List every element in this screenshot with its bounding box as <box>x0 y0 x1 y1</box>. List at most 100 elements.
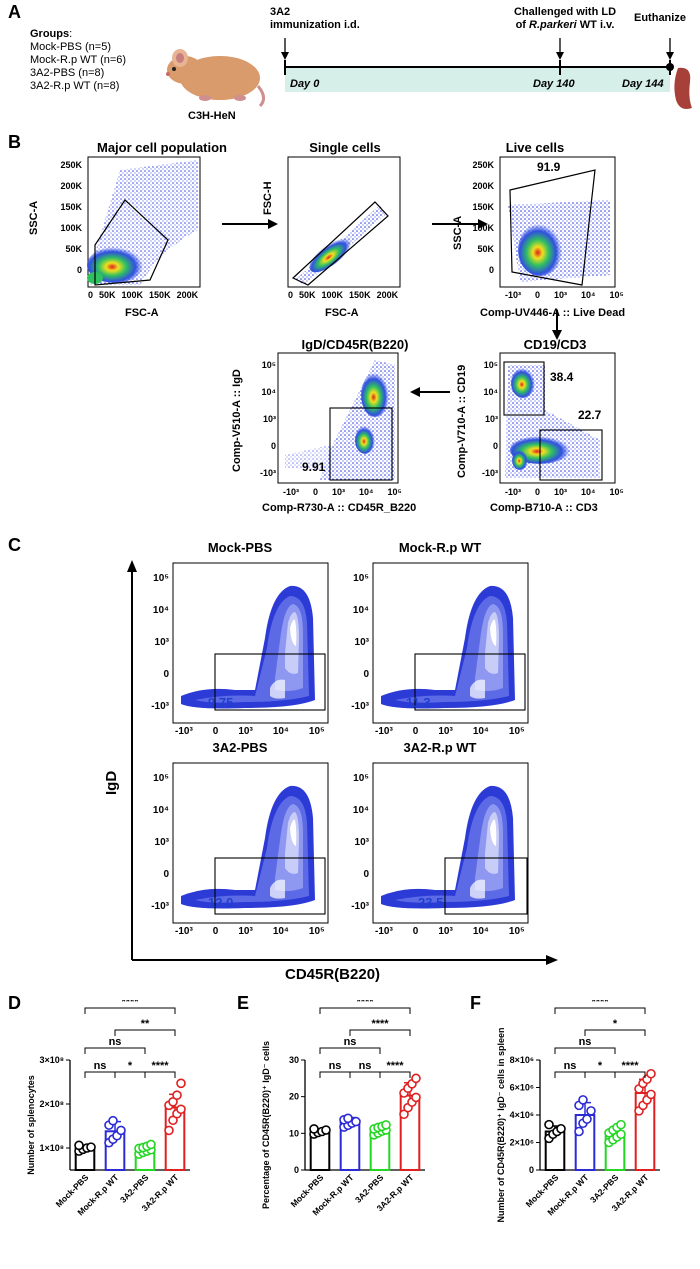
tick: -10³ <box>259 468 276 478</box>
tick: 100K <box>472 223 494 233</box>
panel-letter-b: B <box>8 132 21 152</box>
timeline <box>281 38 674 92</box>
tick: 10⁴ <box>152 805 169 816</box>
tick: 100K <box>321 290 344 300</box>
tick: 10³ <box>554 290 568 300</box>
c-plot-3a2-rp <box>372 762 529 924</box>
tick: 10⁴ <box>352 805 369 816</box>
sig-label: ns <box>94 1060 107 1072</box>
y-tick-label: 4×10⁶ <box>510 1110 534 1120</box>
plot-igd <box>277 352 399 484</box>
c-val-2: 11.3 <box>406 695 431 710</box>
tick: 10⁴ <box>472 926 489 937</box>
c-yticks-1: 10⁵ 10⁴ 10³ 0 -10³ <box>143 563 169 723</box>
y-tick-label: 10 <box>289 1128 299 1138</box>
cd19-gate-value: 38.4 <box>550 370 574 384</box>
fsc-label-single: FSC-A <box>325 307 359 319</box>
tick: 10³ <box>354 837 369 848</box>
sig-bracket <box>84 1007 176 1014</box>
c-val-1: 9.75 <box>208 695 234 710</box>
c-xticks-3: -10³ 0 10³ 10⁴ 10⁵ <box>175 926 325 937</box>
tick: 10⁵ <box>308 926 325 937</box>
tick: 200K <box>60 181 82 191</box>
tick: 0 <box>412 926 419 937</box>
sig-label: * <box>613 1018 618 1030</box>
tick: 150K <box>349 290 371 300</box>
sig-label: * <box>598 1060 603 1072</box>
sig-label: **** <box>591 1000 609 1008</box>
sig-label: ns <box>359 1060 372 1072</box>
c-val-3: 12.0 <box>208 895 234 910</box>
tick: 200K <box>176 290 199 300</box>
tick: 100K <box>60 223 82 233</box>
tick: 10⁵ <box>609 290 624 300</box>
igd-title: IgD/CD45R(B220) <box>301 337 409 352</box>
tick: 0 <box>212 926 219 937</box>
y-tick-label: 1×10⁸ <box>39 1143 64 1153</box>
sig-label: **** <box>356 1000 374 1008</box>
c-x-axis-label: CD45R(B220) <box>285 966 381 983</box>
flow-plots-b <box>87 156 616 484</box>
y-tick-label: 0 <box>294 1165 299 1175</box>
tick: 10⁴ <box>581 290 596 300</box>
panel-letter-a: A <box>8 2 21 22</box>
sig-bracket <box>554 1047 616 1054</box>
tick: 200K <box>472 181 494 191</box>
c-title-3: 3A2-PBS <box>212 740 268 755</box>
data-point <box>586 1106 596 1116</box>
igd-xticks: -10³ 0 10³ 10⁴ 10⁵ <box>283 487 402 497</box>
tick: -10³ <box>351 701 369 712</box>
data-point <box>176 1104 186 1115</box>
timeline-bar <box>285 67 670 92</box>
tick: -10³ <box>505 290 522 300</box>
data-point <box>116 1125 126 1136</box>
sig-bracket <box>584 1029 646 1036</box>
tick: 10³ <box>154 837 169 848</box>
tick: 0 <box>412 726 419 737</box>
sig-label: ns <box>329 1060 342 1072</box>
tick: 150K <box>60 202 82 212</box>
tick: 10⁵ <box>508 926 525 937</box>
tick: 0 <box>270 441 276 451</box>
c-title-1: Mock-PBS <box>207 540 273 555</box>
sig-bracket <box>554 1071 586 1078</box>
c-title-2: Mock-R.p WT <box>398 540 482 555</box>
tick: 250K <box>472 160 494 170</box>
tick: -10³ <box>481 468 498 478</box>
data-point <box>172 1090 182 1100</box>
tick: 0 <box>313 487 319 497</box>
tick: 10³ <box>262 414 276 424</box>
data-point <box>343 1113 353 1124</box>
sig-bracket <box>319 1007 411 1014</box>
sig-bracket <box>614 1071 646 1078</box>
tick: 0 <box>76 265 82 275</box>
igd-yticks: 10⁵ 10⁴ 10³ 0 -10³ <box>256 352 276 487</box>
sig-bracket <box>554 1007 646 1014</box>
tick: -10³ <box>151 901 169 912</box>
tick: 50K <box>99 290 116 300</box>
y-axis-label: Percentage of CD45R(B220)⁺ IgD⁻ cells <box>261 1041 271 1209</box>
event-challenge-of: of <box>515 19 530 31</box>
tick: 0 <box>535 487 541 497</box>
y-tick-label: 3×10⁸ <box>39 1055 64 1065</box>
tick: 10³ <box>354 637 369 648</box>
tick: -10³ <box>375 726 393 737</box>
c-val-4: 23.5 <box>418 895 444 910</box>
data-point <box>616 1119 626 1130</box>
sig-bracket <box>319 1071 351 1078</box>
cd3-axis-label: Comp-B710-A :: CD3 <box>490 502 598 514</box>
tick: 50K <box>65 244 82 254</box>
igd-gate-value: 9.91 <box>302 460 326 474</box>
sig-label: **** <box>386 1060 404 1072</box>
y-axis-label: Number of CD45R(B220)⁺ IgD⁻ cells in spl… <box>496 1027 506 1222</box>
tick: 10³ <box>332 487 346 497</box>
sig-bracket <box>379 1071 411 1078</box>
spleen-icon <box>674 67 692 109</box>
tick: 10⁴ <box>152 605 169 616</box>
data-point <box>108 1115 118 1126</box>
c-yticks-3: 10⁵ 10⁴ 10³ 0 -10³ <box>143 763 169 923</box>
live-xticks: -10³ 0 10³ 10⁴ 10⁵ <box>505 290 624 300</box>
major-yticks: 250K 200K 150K 100K 50K 0 <box>50 155 82 281</box>
tick: -10³ <box>175 726 193 737</box>
